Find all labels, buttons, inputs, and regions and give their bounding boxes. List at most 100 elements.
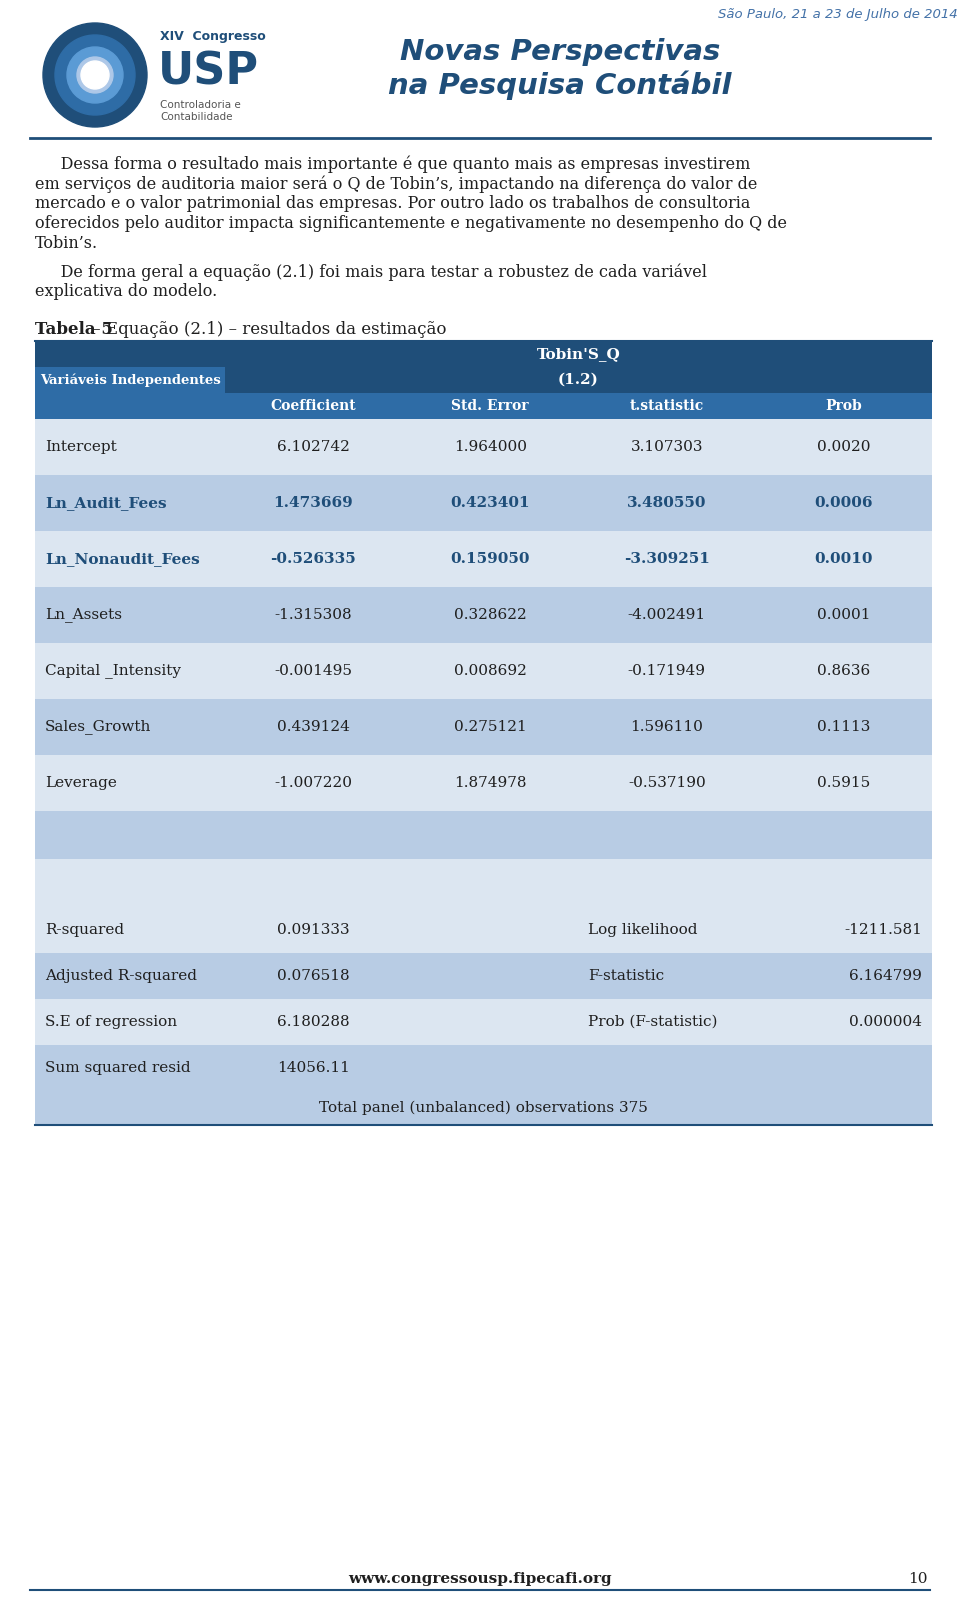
Text: Tobin'S_Q: Tobin'S_Q [537, 347, 620, 360]
Text: Dessa forma o resultado mais importante é que quanto mais as empresas investirem: Dessa forma o resultado mais importante … [35, 155, 751, 173]
Text: 0.0001: 0.0001 [817, 608, 871, 623]
Bar [35, 1090, 932, 1126]
Circle shape [67, 46, 123, 102]
Circle shape [43, 22, 147, 126]
Text: 1.874978: 1.874978 [454, 776, 526, 789]
Text: 6.102742: 6.102742 [276, 440, 349, 455]
Text: oferecidos pelo auditor impacta significantemente e negativamente no desempenho : oferecidos pelo auditor impacta signific… [35, 215, 787, 232]
Text: 0.159050: 0.159050 [450, 552, 530, 567]
Text: Ln_Assets: Ln_Assets [45, 607, 122, 623]
Bar [35, 475, 932, 532]
Text: 0.423401: 0.423401 [450, 496, 530, 511]
Text: – Equação (2.1) – resultados da estimação: – Equação (2.1) – resultados da estimaçã… [87, 320, 446, 338]
Bar [35, 419, 932, 475]
Bar [35, 812, 932, 860]
Bar [35, 908, 932, 953]
Text: Sales_Growth: Sales_Growth [45, 719, 152, 735]
Text: Ln_Audit_Fees: Ln_Audit_Fees [45, 496, 167, 511]
Text: www.congressousp.fipecafi.org: www.congressousp.fipecafi.org [348, 1572, 612, 1587]
Text: Adjusted R-squared: Adjusted R-squared [45, 969, 197, 983]
Text: 1.964000: 1.964000 [454, 440, 527, 455]
Text: Contabilidade: Contabilidade [160, 112, 232, 122]
Text: 0.275121: 0.275121 [454, 720, 526, 733]
Text: De forma geral a equação (2.1) foi mais para testar a robustez de cada variável: De forma geral a equação (2.1) foi mais … [35, 263, 707, 280]
Text: 0.008692: 0.008692 [454, 664, 527, 677]
Bar [35, 700, 932, 756]
Text: -1.007220: -1.007220 [275, 776, 352, 789]
Text: 0.8636: 0.8636 [817, 664, 871, 677]
Bar [401, 392, 579, 419]
Bar [225, 367, 932, 392]
Bar [35, 953, 932, 999]
Text: 0.076518: 0.076518 [277, 969, 349, 983]
Text: Prob (F-statistic): Prob (F-statistic) [588, 1015, 718, 1029]
Text: -0.001495: -0.001495 [275, 664, 352, 677]
Text: explicativa do modelo.: explicativa do modelo. [35, 283, 217, 299]
Text: 0.5915: 0.5915 [817, 776, 871, 789]
Text: 10: 10 [908, 1572, 928, 1587]
Text: 0.000004: 0.000004 [849, 1015, 922, 1029]
Bar [579, 392, 756, 419]
Circle shape [77, 58, 113, 93]
Bar [35, 999, 932, 1045]
Text: 0.439124: 0.439124 [276, 720, 349, 733]
Circle shape [81, 61, 109, 90]
Text: Prob: Prob [826, 399, 862, 413]
Text: 14056.11: 14056.11 [276, 1061, 349, 1074]
Text: 1.473669: 1.473669 [274, 496, 353, 511]
Bar [35, 756, 932, 812]
Bar [225, 392, 401, 419]
Text: Log likelihood: Log likelihood [588, 924, 698, 937]
Text: Capital _Intensity: Capital _Intensity [45, 663, 181, 679]
Text: Sum squared resid: Sum squared resid [45, 1061, 191, 1074]
Text: Novas Perspectivas: Novas Perspectivas [399, 38, 720, 66]
Bar [35, 341, 932, 367]
Text: -0.171949: -0.171949 [628, 664, 706, 677]
Text: Tabela 5: Tabela 5 [35, 320, 113, 338]
Text: Controladoria e: Controladoria e [160, 99, 241, 110]
Text: Total panel (unbalanced) observations 375: Total panel (unbalanced) observations 37… [319, 1101, 648, 1116]
Text: -1.315308: -1.315308 [275, 608, 352, 623]
Text: -4.002491: -4.002491 [628, 608, 706, 623]
Text: S.E of regression: S.E of regression [45, 1015, 178, 1029]
Text: Tobin’s.: Tobin’s. [35, 235, 98, 251]
Text: 3.107303: 3.107303 [631, 440, 703, 455]
Text: R-squared: R-squared [45, 924, 124, 937]
Text: 0.091333: 0.091333 [277, 924, 349, 937]
Bar [35, 392, 225, 419]
Text: 0.1113: 0.1113 [817, 720, 871, 733]
Text: 3.480550: 3.480550 [627, 496, 707, 511]
Bar [35, 860, 932, 908]
Text: Leverage: Leverage [45, 776, 117, 789]
Bar [756, 392, 932, 419]
Text: mercado e o valor patrimonial das empresas. Por outro lado os trabalhos de consu: mercado e o valor patrimonial das empres… [35, 195, 751, 211]
Text: 0.328622: 0.328622 [454, 608, 526, 623]
Circle shape [55, 35, 135, 115]
Text: F-statistic: F-statistic [588, 969, 664, 983]
Text: 1.596110: 1.596110 [631, 720, 704, 733]
Text: 6.180288: 6.180288 [277, 1015, 349, 1029]
Text: (1.2): (1.2) [558, 373, 599, 387]
Text: Ln_Nonaudit_Fees: Ln_Nonaudit_Fees [45, 552, 200, 567]
Text: -3.309251: -3.309251 [624, 552, 709, 567]
Text: em serviços de auditoria maior será o Q de Tobin’s, impactando na diferença do v: em serviços de auditoria maior será o Q … [35, 175, 757, 192]
Text: -0.526335: -0.526335 [271, 552, 356, 567]
Text: Intercept: Intercept [45, 440, 117, 455]
Text: -1211.581: -1211.581 [844, 924, 922, 937]
Text: 0.0006: 0.0006 [814, 496, 873, 511]
Text: na Pesquisa Contábil: na Pesquisa Contábil [388, 70, 732, 99]
Text: 0.0020: 0.0020 [817, 440, 871, 455]
Text: Coefficient: Coefficient [271, 399, 356, 413]
Text: 0.0010: 0.0010 [814, 552, 873, 567]
Text: t.statistic: t.statistic [630, 399, 704, 413]
Text: São Paulo, 21 a 23 de Julho de 2014: São Paulo, 21 a 23 de Julho de 2014 [718, 8, 958, 21]
Text: 6.164799: 6.164799 [850, 969, 922, 983]
Bar [35, 1045, 932, 1090]
Bar [35, 644, 932, 700]
Bar [35, 367, 225, 392]
Bar [35, 532, 932, 588]
Text: USP: USP [158, 50, 259, 93]
Bar [35, 588, 932, 644]
Text: XIV  Congresso: XIV Congresso [160, 30, 266, 43]
Text: Std. Error: Std. Error [451, 399, 529, 413]
